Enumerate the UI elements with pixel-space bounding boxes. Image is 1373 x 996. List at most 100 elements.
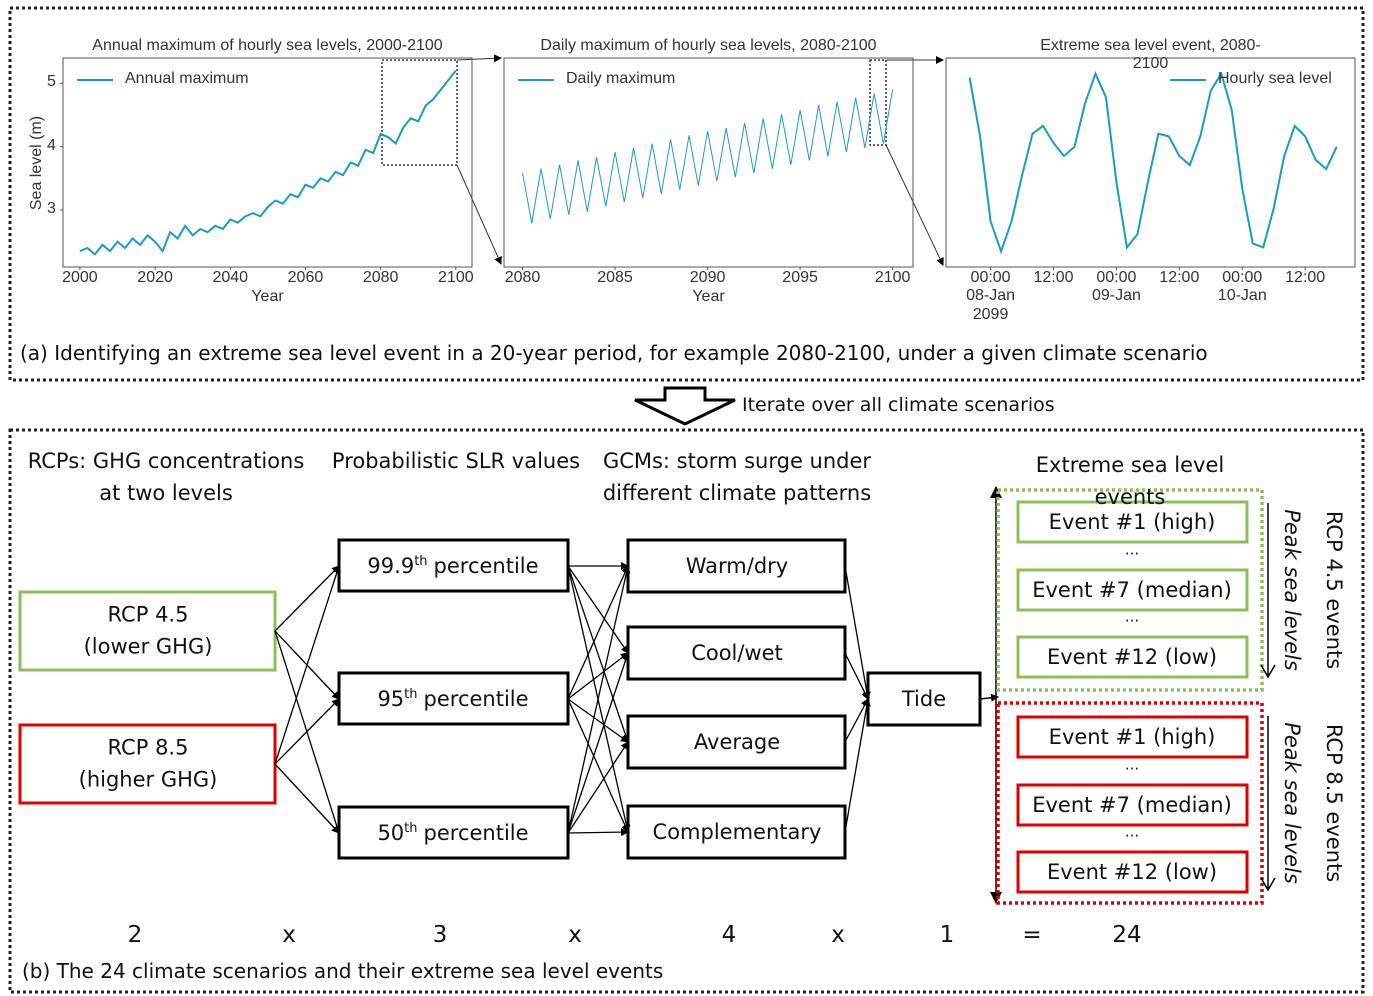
equation-term: 2 [127, 921, 143, 948]
gcm-box [626, 804, 847, 860]
x-tick-label: 2060 [287, 269, 324, 286]
slr-box [337, 805, 570, 860]
event-group-frame [996, 488, 1264, 692]
legend-label: Daily maximum [566, 70, 676, 87]
column-header: Extreme sea level events [1035, 453, 1225, 509]
connector [274, 698, 340, 765]
event-box [1016, 715, 1249, 759]
plot-frame [945, 57, 1356, 268]
connector [567, 741, 629, 834]
connector [567, 565, 629, 700]
plot-frame [503, 57, 914, 268]
panel-b-frame [8, 428, 1365, 994]
tide-box [866, 671, 982, 727]
caption: (b) The 24 climate scenarios and their e… [22, 959, 664, 983]
x-tick-label: 00:00 08-Jan 2099 [966, 269, 1016, 323]
x-tick-label: 00:00 10-Jan [1217, 269, 1267, 305]
iterate-arrow [634, 386, 736, 426]
y-tick-label: 3 [47, 200, 56, 217]
rcp-label: RCP 8.5 (higher GHG) [78, 735, 218, 792]
chart-title: Extreme sea level event, 2080-2100 [1040, 37, 1261, 73]
event-ellipsis: ... [1124, 822, 1140, 841]
event-ellipsis: ... [1124, 755, 1140, 774]
gcm-box [626, 714, 847, 770]
x-axis-label: Year [251, 288, 284, 305]
event-box [1016, 568, 1249, 612]
slr-label: percentile [423, 820, 529, 845]
group-label: RCP 8.5 events [1322, 723, 1347, 883]
side-label: Peak sea levels [1280, 509, 1305, 671]
connector [274, 565, 341, 765]
gcm-label: Complementary [652, 819, 822, 844]
panel-a-frame [8, 6, 1365, 382]
x-tick-label: 2020 [137, 269, 173, 286]
x-tick-label: 12:00 [1285, 269, 1326, 286]
slr-sup: th [414, 553, 428, 569]
slr-sup: th [404, 686, 418, 702]
event-group-frame [996, 701, 1264, 905]
zoom-arrow [456, 54, 502, 63]
connector [567, 652, 629, 700]
data-line [968, 70, 1338, 255]
zoom-arrow [885, 144, 944, 266]
event-label: Event #1 (high) [1048, 724, 1216, 749]
x-tick-label: 2040 [212, 269, 249, 286]
equation-term: 4 [721, 921, 737, 948]
x-tick-label: 12:00 [1159, 269, 1200, 286]
zoom-box [869, 59, 887, 146]
connector [567, 698, 629, 833]
slr-value: 95 [377, 686, 405, 711]
order-arrow-head [1260, 877, 1276, 892]
x-tick-label: 2080 [362, 269, 399, 286]
rcp-box [18, 723, 277, 805]
equation-term: x [568, 921, 582, 948]
connector [567, 698, 629, 743]
equation-term: x [282, 921, 296, 948]
x-tick-label: 2100 [874, 269, 911, 286]
event-box [1016, 500, 1249, 544]
event-label: Event #7 (median) [1032, 577, 1232, 602]
event-ellipsis: ... [1124, 540, 1140, 559]
slr-value: 99.9 [367, 553, 415, 578]
x-tick-label: 2000 [62, 269, 98, 286]
event-label: Event #12 (low) [1046, 644, 1218, 669]
event-ellipsis: ... [1124, 607, 1140, 626]
connector [274, 565, 340, 632]
connector [844, 565, 871, 700]
equation-term: 3 [432, 921, 448, 948]
x-tick-label: 2100 [438, 269, 474, 286]
slr-label: 50th percentile [377, 821, 528, 845]
event-label: Event #1 (high) [1048, 509, 1216, 534]
caption: (a) Identifying an extreme sea level eve… [20, 341, 1208, 365]
slr-box [337, 671, 570, 726]
data-line [522, 89, 894, 224]
zoom-box [381, 59, 458, 166]
plot-frame [62, 57, 473, 268]
slr-sup: th [404, 820, 418, 836]
connector [844, 698, 871, 833]
x-axis-label: Year [692, 288, 725, 305]
chart-title: Annual maximum of hourly sea levels, 200… [92, 37, 443, 54]
event-box [1016, 635, 1249, 679]
slr-label: percentile [423, 686, 529, 711]
connector [567, 828, 629, 837]
chart-title: Daily maximum of hourly sea levels, 2080… [540, 37, 877, 54]
event-label: Event #7 (median) [1032, 792, 1232, 817]
rcp-box [18, 590, 277, 672]
x-tick-label: 00:00 09-Jan [1091, 269, 1141, 305]
equation-term: 1 [939, 921, 955, 948]
gcm-box [626, 625, 847, 681]
connector [274, 763, 340, 834]
gcm-label: Warm/dry [685, 553, 789, 578]
equation-term: x [831, 921, 845, 948]
y-tick-label: 5 [47, 73, 56, 91]
column-header: GCMs: storm surge under different climat… [602, 449, 872, 505]
connector [567, 652, 630, 834]
data-line [79, 70, 457, 256]
equation-term: = [1022, 921, 1042, 948]
legend-label: Hourly sea level [1218, 70, 1332, 87]
column-header: RCPs: GHG concentrations at two levels [27, 449, 305, 505]
y-tick-label: 4 [47, 136, 56, 154]
